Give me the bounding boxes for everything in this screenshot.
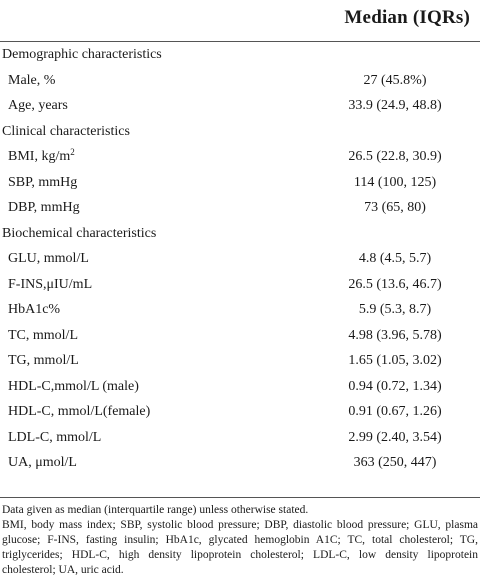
row-value: 363 (250, 447) [353,455,437,470]
section-row-demographic: Demographic characteristics [0,42,480,68]
row-label: F-INS,μIU/mL [8,276,93,292]
row-value: 114 (100, 125) [353,174,437,190]
row-label: TC, mmol/L [8,327,78,343]
table-row-ldl-c: LDL-C, mmol/L 2.99 (2.40, 3.54) [0,425,480,451]
row-label: GLU, mmol/L [8,251,89,266]
row-value: 2.99 (2.40, 3.54) [348,429,442,445]
table-row-male: Male, % 27 (45.8%) [0,68,480,94]
table-header: Median (IQRs) [0,0,480,42]
section-row-clinical: Clinical characteristics [0,119,480,145]
row-value: 27 (45.8%) [363,72,427,88]
row-label: LDL-C, mmol/L [8,429,102,445]
table-row-f-ins: F-INS,μIU/mL 26.5 (13.6, 46.7) [0,272,480,298]
row-label: Biochemical characteristics [2,225,157,241]
row-label: Demographic characteristics [2,47,162,62]
table-bottom-rule [0,497,480,498]
table-body: Demographic characteristics Male, % 27 (… [0,42,480,476]
row-value: 4.8 (4.5, 5.7) [358,251,432,266]
row-value: 1.65 (1.05, 3.02) [348,353,442,368]
table-row-sbp: SBP, mmHg 114 (100, 125) [0,170,480,196]
table-row-hba1c: HbA1c% 5.9 (5.3, 8.7) [0,297,480,323]
row-value: 26.5 (13.6, 46.7) [348,276,442,292]
row-label: Clinical characteristics [2,123,130,139]
row-value: 5.9 (5.3, 8.7) [358,302,432,317]
row-label: UA, μmol/L [8,455,77,470]
row-label: HbA1c% [8,302,61,317]
row-label-superscript: 2 [70,147,75,157]
table-footnotes: Data given as median (interquartile rang… [2,503,478,578]
row-value: 0.94 (0.72, 1.34) [348,378,442,394]
footnote-data-note: Data given as median (interquartile rang… [2,504,309,516]
row-value: 26.5 (22.8, 30.9) [348,149,442,164]
row-label: TG, mmol/L [8,353,79,368]
row-value: 73 (65, 80) [364,200,426,215]
row-label: BMI, kg/m2 [8,144,75,170]
table-row-hdl-c-female: HDL-C, mmol/L(female) 0.91 (0.67, 1.26) [0,399,480,425]
row-label: HDL-C, mmol/L(female) [8,404,151,419]
row-label: HDL-C,mmol/L (male) [8,378,139,394]
column-header-median-iqr: Median (IQRs) [344,7,470,28]
row-label: Male, % [8,72,56,88]
footnote-abbreviations: BMI, body mass index; SBP, systolic bloo… [2,519,478,576]
table-row-age: Age, years 33.9 (24.9, 48.8) [0,93,480,119]
table-row-tc: TC, mmol/L 4.98 (3.96, 5.78) [0,323,480,349]
table-row-dbp: DBP, mmHg 73 (65, 80) [0,195,480,221]
row-value: 4.98 (3.96, 5.78) [348,327,442,343]
table-row-tg: TG, mmol/L 1.65 (1.05, 3.02) [0,348,480,374]
row-label: DBP, mmHg [8,200,80,215]
row-value: 33.9 (24.9, 48.8) [348,98,442,113]
row-label: SBP, mmHg [8,174,78,190]
table-row-ua: UA, μmol/L 363 (250, 447) [0,450,480,476]
table-row-hdl-c-male: HDL-C,mmol/L (male) 0.94 (0.72, 1.34) [0,374,480,400]
table-row-glu: GLU, mmol/L 4.8 (4.5, 5.7) [0,246,480,272]
table-row-bmi: BMI, kg/m2 26.5 (22.8, 30.9) [0,144,480,170]
row-value: 0.91 (0.67, 1.26) [348,404,442,419]
row-label: Age, years [8,98,68,113]
section-row-biochemical: Biochemical characteristics [0,221,480,247]
row-label-text: BMI, kg/m [8,149,71,164]
